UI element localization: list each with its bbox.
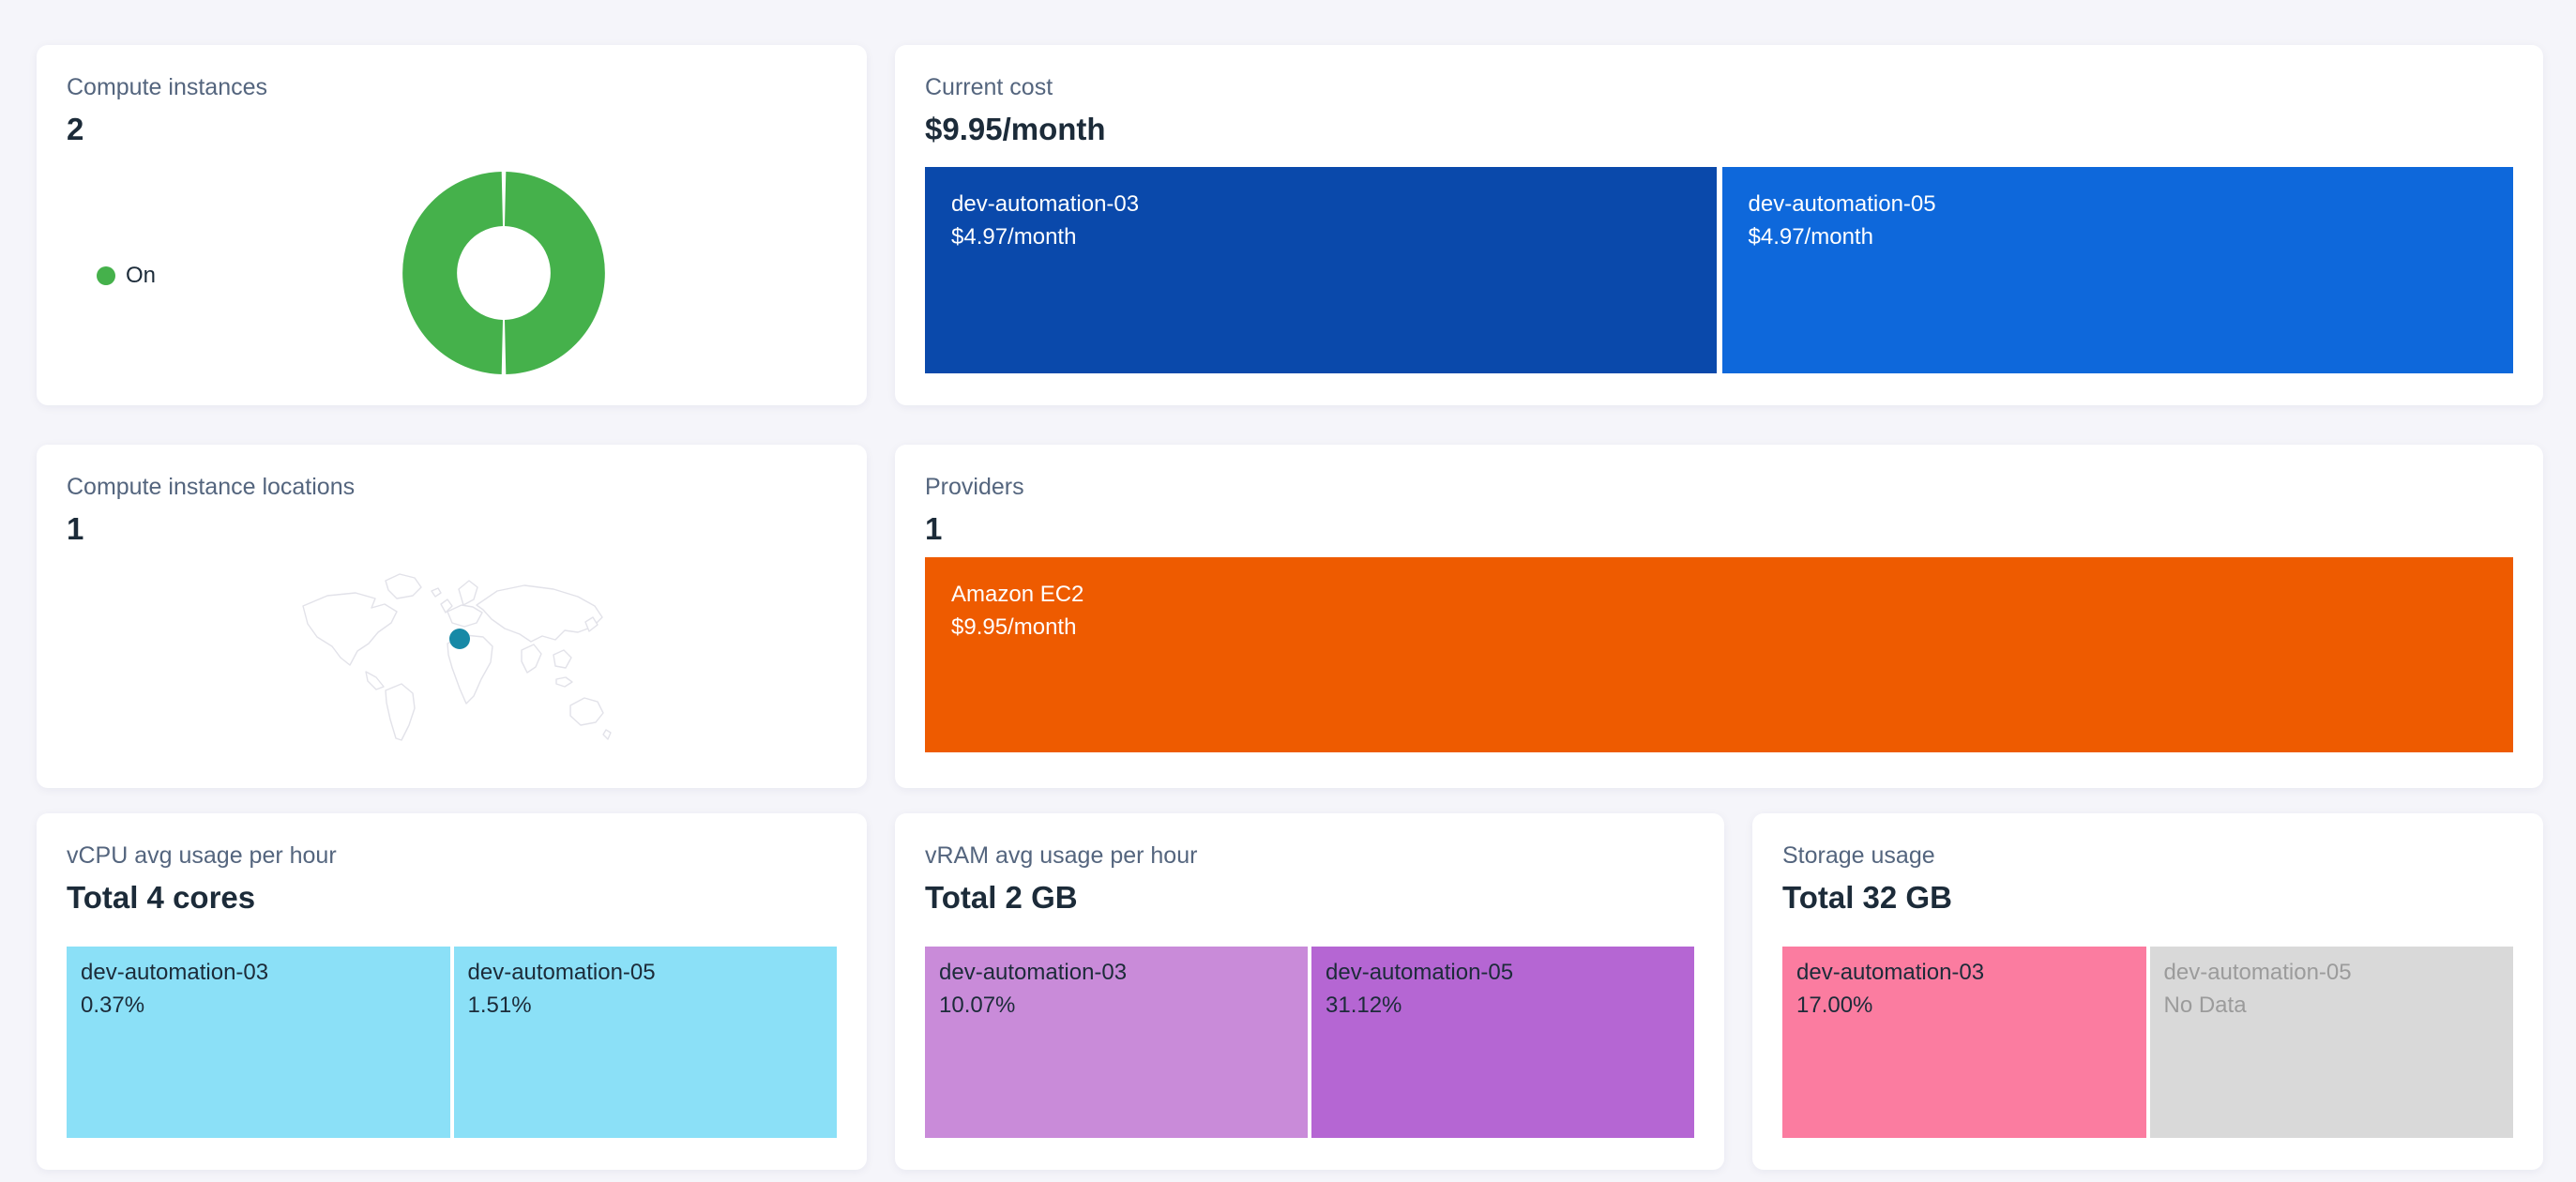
card-title: Providers	[925, 474, 1024, 500]
current-cost-card: Current cost $9.95/month dev-automation-…	[895, 45, 2543, 405]
cell-usage-percent: 1.51%	[467, 993, 532, 1018]
cell-no-data: No Data	[2163, 993, 2247, 1018]
cell-instance-name: dev-automation-05	[2163, 960, 2352, 985]
cell-usage-percent: 17.00%	[1796, 993, 1873, 1018]
storage-usage-card: Storage usage Total 32 GB dev-automation…	[1752, 813, 2543, 1170]
vcpu-total: Total 4 cores	[67, 880, 256, 915]
cell-instance-name: dev-automation-03	[939, 960, 1128, 985]
cell-provider-cost: $9.95/month	[951, 614, 1077, 640]
providers-treemap: Amazon EC2 $9.95/month	[925, 557, 2513, 752]
current-cost-total: $9.95/month	[925, 112, 1106, 146]
cost-treemap: dev-automation-03 $4.97/month dev-automa…	[925, 167, 2513, 373]
cell-instance-cost: $4.97/month	[1748, 224, 1873, 250]
card-title: Storage usage	[1782, 842, 1935, 869]
vcpu-usage-card: vCPU avg usage per hour Total 4 cores de…	[37, 813, 867, 1170]
instance-state-donut-chart	[402, 172, 605, 374]
storage-total: Total 32 GB	[1782, 880, 1952, 915]
cell-usage-percent: 10.07%	[939, 993, 1016, 1018]
treemap-cell-dev-automation-05[interactable]: dev-automation-05 31.12%	[1311, 947, 1694, 1138]
treemap-cell-dev-automation-03[interactable]: dev-automation-03 0.37%	[67, 947, 450, 1138]
cell-usage-percent: 31.12%	[1326, 993, 1402, 1018]
cell-instance-cost: $4.97/month	[951, 224, 1077, 250]
providers-count: 1	[925, 511, 943, 546]
legend-dot-icon	[97, 266, 115, 285]
cell-instance-name: dev-automation-03	[81, 960, 269, 985]
instance-location-marker[interactable]	[449, 629, 470, 649]
instance-locations-card: Compute instance locations 1	[37, 445, 867, 788]
card-title: vRAM avg usage per hour	[925, 842, 1198, 869]
providers-card: Providers 1 Amazon EC2 $9.95/month	[895, 445, 2543, 788]
vram-usage-card: vRAM avg usage per hour Total 2 GB dev-a…	[895, 813, 1724, 1170]
donut-segment-on-2[interactable]	[402, 172, 505, 374]
vram-treemap: dev-automation-03 10.07% dev-automation-…	[925, 947, 1694, 1138]
cell-provider-name: Amazon EC2	[951, 582, 1084, 607]
vram-total: Total 2 GB	[925, 880, 1078, 915]
treemap-cell-dev-automation-05[interactable]: dev-automation-05 1.51%	[453, 947, 837, 1138]
cell-instance-name: dev-automation-03	[951, 191, 1140, 217]
cell-instance-name: dev-automation-05	[1326, 960, 1514, 985]
legend-item-on[interactable]: On	[97, 263, 156, 289]
legend-label: On	[126, 263, 157, 288]
world-map-outline	[302, 573, 612, 741]
treemap-cell-dev-automation-05[interactable]: dev-automation-05 $4.97/month	[1721, 167, 2513, 373]
treemap-cell-dev-automation-03[interactable]: dev-automation-03 17.00%	[1782, 947, 2146, 1138]
donut-segment-on-1[interactable]	[503, 172, 605, 374]
storage-treemap: dev-automation-03 17.00% dev-automation-…	[1782, 947, 2513, 1138]
vcpu-treemap: dev-automation-03 0.37% dev-automation-0…	[67, 947, 837, 1138]
cell-instance-name: dev-automation-05	[1748, 191, 1936, 217]
card-title: Compute instances	[67, 74, 268, 100]
card-title: vCPU avg usage per hour	[67, 842, 337, 869]
world-map	[275, 555, 629, 758]
treemap-cell-dev-automation-03[interactable]: dev-automation-03 10.07%	[925, 947, 1308, 1138]
compute-instances-count: 2	[67, 112, 84, 146]
treemap-cell-dev-automation-03[interactable]: dev-automation-03 $4.97/month	[925, 167, 1717, 373]
compute-instances-card: Compute instances 2 On	[37, 45, 867, 405]
treemap-cell-amazon-ec2[interactable]: Amazon EC2 $9.95/month	[925, 557, 2513, 752]
cell-instance-name: dev-automation-03	[1796, 960, 1985, 985]
card-title: Compute instance locations	[67, 474, 356, 500]
cell-instance-name: dev-automation-05	[467, 960, 656, 985]
locations-count: 1	[67, 511, 84, 546]
cell-usage-percent: 0.37%	[81, 993, 145, 1018]
card-title: Current cost	[925, 74, 1053, 100]
treemap-cell-dev-automation-05[interactable]: dev-automation-05 No Data	[2149, 947, 2513, 1138]
